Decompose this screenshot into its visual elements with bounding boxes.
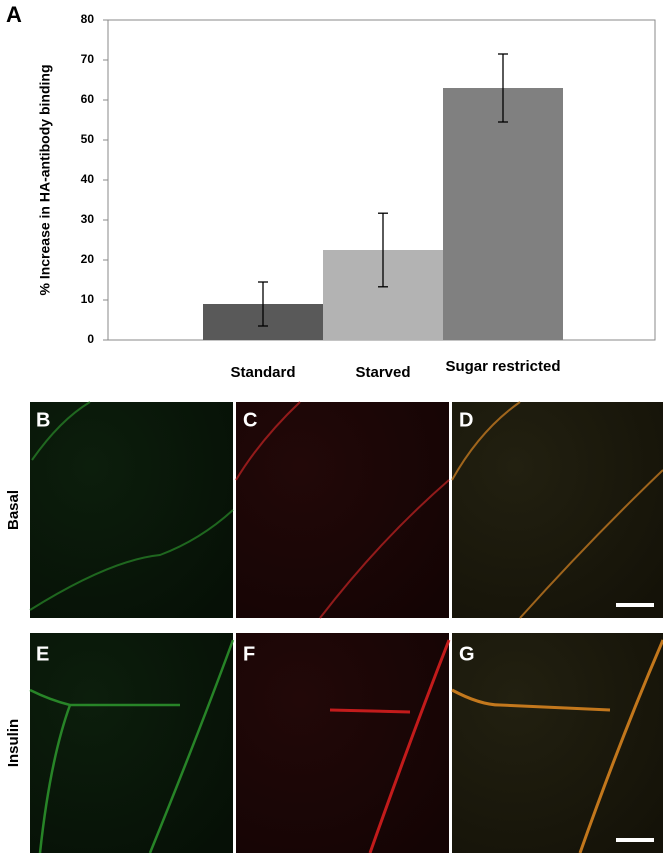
x-tick-label-box: Standard xyxy=(230,364,296,381)
panel-label: C xyxy=(243,409,257,431)
y-tick-label: 30 xyxy=(81,212,95,226)
y-tick-label: 0 xyxy=(87,332,94,346)
y-tick-label: 50 xyxy=(81,132,95,146)
y-axis-label: % Increase in HA-antibody binding xyxy=(37,64,53,295)
y-tick-label: 10 xyxy=(81,292,95,306)
micrographs xyxy=(29,401,663,853)
panel-label: F xyxy=(243,643,255,665)
error-bar xyxy=(258,281,268,327)
x-tick-label-box: Sugar restricted xyxy=(445,358,561,375)
x-tick-label: Sugar restricted xyxy=(445,358,561,375)
bar xyxy=(443,88,563,340)
error-bar xyxy=(378,212,388,288)
y-tick-label: 40 xyxy=(81,172,95,186)
y-tick-label: 80 xyxy=(81,12,95,26)
x-tick-label: Starved xyxy=(355,364,411,381)
panel-label: G xyxy=(459,643,475,665)
x-tick-label: Standard xyxy=(230,364,296,381)
y-tick-label: 20 xyxy=(81,252,95,266)
x-tick-label-box: Starved xyxy=(355,364,411,381)
y-tick-label: 60 xyxy=(81,92,95,106)
row-label: Insulin xyxy=(5,719,22,767)
panel-label: B xyxy=(36,409,50,431)
error-bar xyxy=(498,53,508,123)
row-label: Basal xyxy=(5,490,22,530)
panel-label: A xyxy=(6,2,22,27)
panel-label: E xyxy=(36,643,49,665)
y-tick-label: 70 xyxy=(81,52,95,66)
panel-label: D xyxy=(459,409,473,431)
